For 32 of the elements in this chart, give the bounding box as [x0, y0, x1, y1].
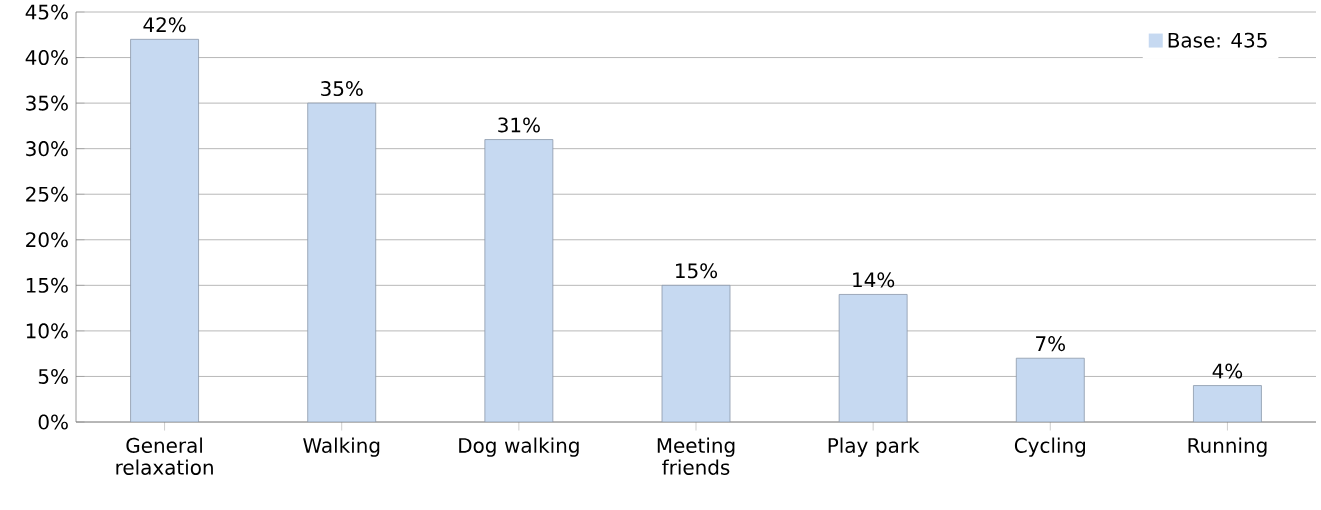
- y-tick-label: 20%: [26, 232, 68, 248]
- y-tick-label: 35%: [26, 95, 68, 111]
- y-tick-label: 10%: [26, 323, 68, 339]
- x-tick-label: Play park: [828, 437, 920, 457]
- data-label: 15%: [676, 263, 718, 279]
- legend-label: Base: 435: [1168, 32, 1267, 48]
- bar: [307, 102, 377, 422]
- y-tick-label: 40%: [25, 50, 68, 66]
- bar: [838, 294, 908, 422]
- bar: [1015, 357, 1085, 422]
- y-tick-label: 45%: [25, 4, 68, 20]
- y-tick-label: 15%: [26, 277, 68, 293]
- x-tick-label: Cycling: [1014, 437, 1085, 457]
- bar: [1193, 385, 1262, 422]
- x-tick-label: Meeting friends: [657, 437, 735, 475]
- bar: [484, 139, 554, 422]
- data-label: 7%: [1036, 336, 1065, 352]
- y-tick-label: 25%: [26, 186, 68, 202]
- data-label: 31%: [498, 117, 540, 133]
- data-label: 42%: [143, 17, 186, 33]
- x-tick-label: General relaxation: [116, 437, 213, 475]
- y-tick-label: 5%: [38, 368, 68, 384]
- data-label: 14%: [853, 272, 895, 288]
- y-tick-label: 0%: [38, 414, 68, 430]
- data-label: 35%: [321, 80, 363, 97]
- x-tick-label: Walking: [303, 437, 380, 457]
- x-tick-label: Dog walking: [459, 437, 579, 457]
- data-label: 4%: [1212, 363, 1243, 379]
- x-tick-label: Running: [1188, 437, 1267, 457]
- y-tick-label: 30%: [26, 141, 68, 157]
- bar: [661, 284, 731, 422]
- bar: [130, 38, 199, 422]
